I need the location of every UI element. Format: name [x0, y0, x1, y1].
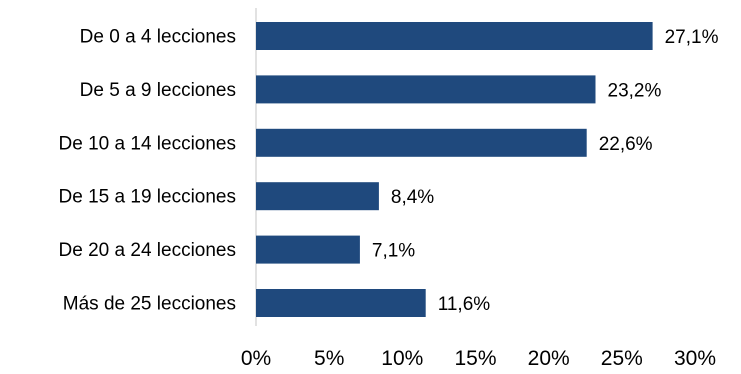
value-labels: 27,1% 23,2% 22,6% 8,4% 7,1% 11,6%	[372, 27, 719, 315]
x-tick-label: 20%	[528, 347, 570, 370]
bar	[256, 128, 587, 157]
value-label: 8,4%	[391, 187, 434, 208]
bar	[256, 235, 360, 264]
value-label: 23,2%	[608, 80, 662, 101]
category-label: De 20 a 24 lecciones	[59, 240, 236, 261]
bars-group	[256, 22, 653, 317]
x-tick-label: 25%	[601, 347, 643, 370]
x-tick-label: 30%	[674, 347, 716, 370]
x-tick-label: 15%	[454, 347, 496, 370]
category-label: De 0 a 4 lecciones	[80, 27, 236, 48]
bar	[256, 289, 426, 317]
bar	[256, 75, 596, 104]
category-label: De 10 a 14 lecciones	[59, 133, 236, 154]
category-labels: De 0 a 4 lecciones De 5 a 9 lecciones De 1…	[59, 27, 236, 315]
x-tick-label: 0%	[241, 347, 271, 370]
value-label: 22,6%	[599, 134, 653, 155]
x-tick-label: 10%	[381, 347, 423, 370]
value-label: 27,1%	[665, 27, 719, 48]
bar	[256, 22, 653, 50]
x-axis-tick-labels: 0% 5% 10% 15% 20% 25% 30%	[241, 347, 716, 370]
value-label: 11,6%	[438, 294, 491, 315]
x-tick-label: 5%	[314, 347, 344, 370]
category-label: De 5 a 9 lecciones	[80, 80, 236, 101]
category-label: Más de 25 lecciones	[63, 294, 236, 315]
bar	[256, 182, 379, 211]
category-label: De 15 a 19 lecciones	[59, 187, 236, 208]
value-label: 7,1%	[372, 241, 415, 262]
